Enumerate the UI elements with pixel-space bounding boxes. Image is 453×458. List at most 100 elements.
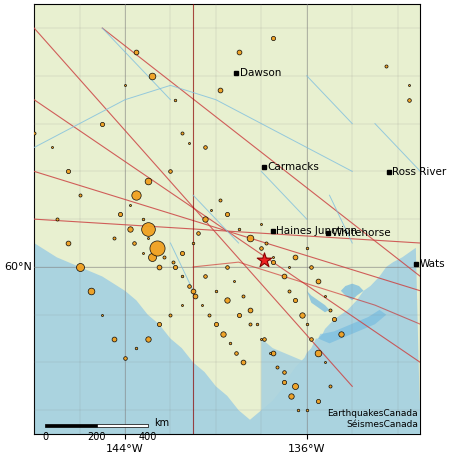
Point bbox=[185, 282, 192, 289]
Point bbox=[308, 335, 315, 342]
Point bbox=[178, 249, 185, 256]
Point bbox=[167, 168, 174, 175]
Point bbox=[155, 321, 163, 328]
Point bbox=[212, 321, 220, 328]
Point bbox=[405, 82, 413, 89]
Point bbox=[130, 240, 138, 247]
Point bbox=[201, 144, 208, 151]
Point bbox=[294, 407, 301, 414]
Point bbox=[126, 201, 133, 208]
Point bbox=[201, 273, 208, 280]
Text: Wats: Wats bbox=[419, 259, 445, 269]
Point bbox=[262, 240, 270, 247]
Point bbox=[99, 311, 106, 318]
Point bbox=[383, 63, 390, 70]
Point bbox=[321, 292, 328, 299]
Text: Whitehorse: Whitehorse bbox=[332, 228, 391, 238]
Point bbox=[246, 321, 254, 328]
Point bbox=[337, 330, 344, 338]
Point bbox=[30, 130, 38, 137]
Point bbox=[117, 211, 124, 218]
Point bbox=[303, 407, 310, 414]
Point bbox=[224, 297, 231, 304]
Point bbox=[189, 240, 197, 247]
Point bbox=[110, 234, 117, 242]
Point bbox=[285, 263, 292, 271]
Point bbox=[269, 254, 276, 261]
Point bbox=[212, 287, 220, 294]
Point bbox=[321, 359, 328, 366]
Point bbox=[224, 263, 231, 271]
Point bbox=[314, 278, 322, 285]
Point bbox=[140, 215, 147, 223]
Polygon shape bbox=[341, 284, 364, 300]
Point bbox=[224, 211, 231, 218]
Point bbox=[326, 306, 333, 314]
Point bbox=[99, 120, 106, 127]
Point bbox=[405, 96, 413, 104]
Point bbox=[153, 244, 160, 251]
Point bbox=[231, 278, 238, 285]
Point bbox=[206, 311, 213, 318]
Point bbox=[167, 311, 174, 318]
Text: EarthquakesCanada
SéismesCanada: EarthquakesCanada SéismesCanada bbox=[328, 409, 418, 429]
Point bbox=[144, 335, 151, 342]
Point bbox=[171, 96, 178, 104]
Point bbox=[314, 397, 322, 404]
Point bbox=[226, 340, 233, 347]
Point bbox=[189, 287, 197, 294]
Point bbox=[192, 292, 199, 299]
Text: Carmacks: Carmacks bbox=[267, 162, 319, 172]
Text: 60°N: 60°N bbox=[4, 262, 32, 272]
Point bbox=[87, 287, 95, 294]
Text: km: km bbox=[154, 418, 170, 428]
Point bbox=[269, 349, 276, 357]
Point bbox=[292, 254, 299, 261]
Text: 0: 0 bbox=[43, 432, 48, 442]
Point bbox=[267, 349, 274, 357]
Point bbox=[280, 368, 288, 376]
Point bbox=[299, 311, 306, 318]
Point bbox=[110, 335, 117, 342]
Point bbox=[258, 220, 265, 228]
Point bbox=[303, 244, 310, 251]
Point bbox=[208, 206, 215, 213]
Point bbox=[314, 349, 322, 357]
Point bbox=[217, 87, 224, 94]
Point bbox=[121, 354, 129, 361]
Point bbox=[144, 234, 151, 242]
Point bbox=[178, 301, 185, 309]
Point bbox=[330, 316, 337, 323]
Point bbox=[258, 244, 265, 251]
Point bbox=[253, 321, 260, 328]
Polygon shape bbox=[318, 310, 386, 344]
Point bbox=[235, 311, 242, 318]
Point bbox=[240, 359, 247, 366]
Point bbox=[303, 321, 310, 328]
Point bbox=[133, 48, 140, 55]
Polygon shape bbox=[261, 338, 420, 434]
Point bbox=[65, 240, 72, 247]
Point bbox=[287, 392, 294, 399]
Point bbox=[144, 225, 151, 232]
Point bbox=[155, 263, 163, 271]
Point bbox=[76, 191, 83, 199]
Point bbox=[48, 144, 56, 151]
Point bbox=[233, 349, 240, 357]
Point bbox=[246, 234, 254, 242]
Polygon shape bbox=[34, 243, 420, 434]
Polygon shape bbox=[307, 291, 329, 312]
Text: Haines Junction: Haines Junction bbox=[276, 226, 357, 236]
Point bbox=[198, 301, 206, 309]
Point bbox=[258, 335, 265, 342]
Text: Dawson: Dawson bbox=[240, 68, 281, 78]
Text: 200: 200 bbox=[87, 432, 106, 442]
Point bbox=[260, 335, 267, 342]
Point bbox=[140, 249, 147, 256]
Polygon shape bbox=[34, 4, 420, 434]
Point bbox=[178, 273, 185, 280]
Point bbox=[185, 139, 192, 147]
Point bbox=[169, 258, 176, 266]
Point bbox=[65, 168, 72, 175]
Point bbox=[194, 230, 201, 237]
